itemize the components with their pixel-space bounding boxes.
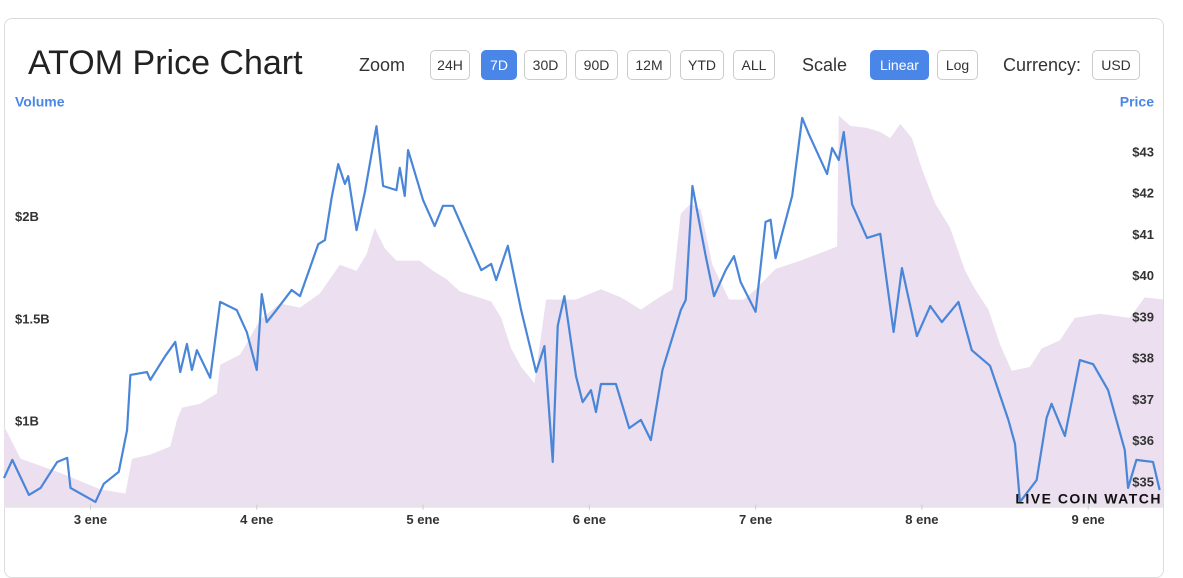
x-tick-label: 3 ene: [74, 512, 107, 527]
zoom-button[interactable]: 30D: [524, 50, 567, 80]
chart-title: ATOM Price Chart: [28, 44, 303, 82]
x-tick-label: 9 ene: [1072, 512, 1105, 527]
watermark: LIVE COIN WATCH: [1015, 491, 1162, 507]
scale-label: Scale: [802, 55, 848, 75]
scale-button[interactable]: Linear: [870, 50, 929, 80]
x-tick-label: 8 ene: [905, 512, 938, 527]
y-tick-label: $1.5B: [15, 311, 50, 326]
y-axis-title: Volume: [15, 94, 65, 110]
y2-tick-label: $41: [1132, 227, 1154, 242]
y2-axis-title: Price: [1120, 94, 1154, 110]
x-tick-label: 4 ene: [240, 512, 273, 527]
zoom-label: Zoom: [359, 55, 406, 75]
chart: 3 ene 4 ene 5 ene 6 ene 7 ene 8 ene 9 ene $1B $1…: [2, 94, 1163, 527]
y2-tick-label: $43: [1132, 144, 1154, 159]
page: {"header": {"title": "ATOM Price Chart"}…: [2, 18, 1164, 578]
y2-tick-label: $42: [1132, 186, 1154, 201]
currency-label: Currency:: [1003, 55, 1082, 75]
y-tick-label: $2B: [15, 209, 39, 224]
zoom-button[interactable]: YTD: [680, 50, 724, 80]
currency-button[interactable]: USD: [1092, 50, 1140, 80]
y2-tick-label: $40: [1132, 268, 1154, 283]
zoom-button[interactable]: 24H: [430, 50, 470, 80]
x-tick-label: 7 ene: [739, 512, 772, 527]
zoom-button[interactable]: ALL: [733, 50, 775, 80]
zoom-button[interactable]: 90D: [575, 50, 618, 80]
y2-tick-label: $37: [1132, 392, 1154, 407]
y2-tick-label: $38: [1132, 351, 1154, 366]
price-line: [2, 116, 1161, 504]
zoom-button[interactable]: 7D: [481, 50, 517, 80]
x-tick-label: 5 ene: [406, 512, 439, 527]
y2-tick-label: $39: [1132, 309, 1154, 324]
y2-tick-label: $36: [1132, 433, 1154, 448]
x-tick-label: 6 ene: [573, 512, 606, 527]
y2-tick-label: $35: [1132, 474, 1154, 489]
y-tick-label: $1B: [15, 413, 39, 428]
scale-button[interactable]: Log: [937, 50, 978, 80]
volume-area: [4, 115, 1163, 508]
zoom-button[interactable]: 12M: [627, 50, 671, 80]
